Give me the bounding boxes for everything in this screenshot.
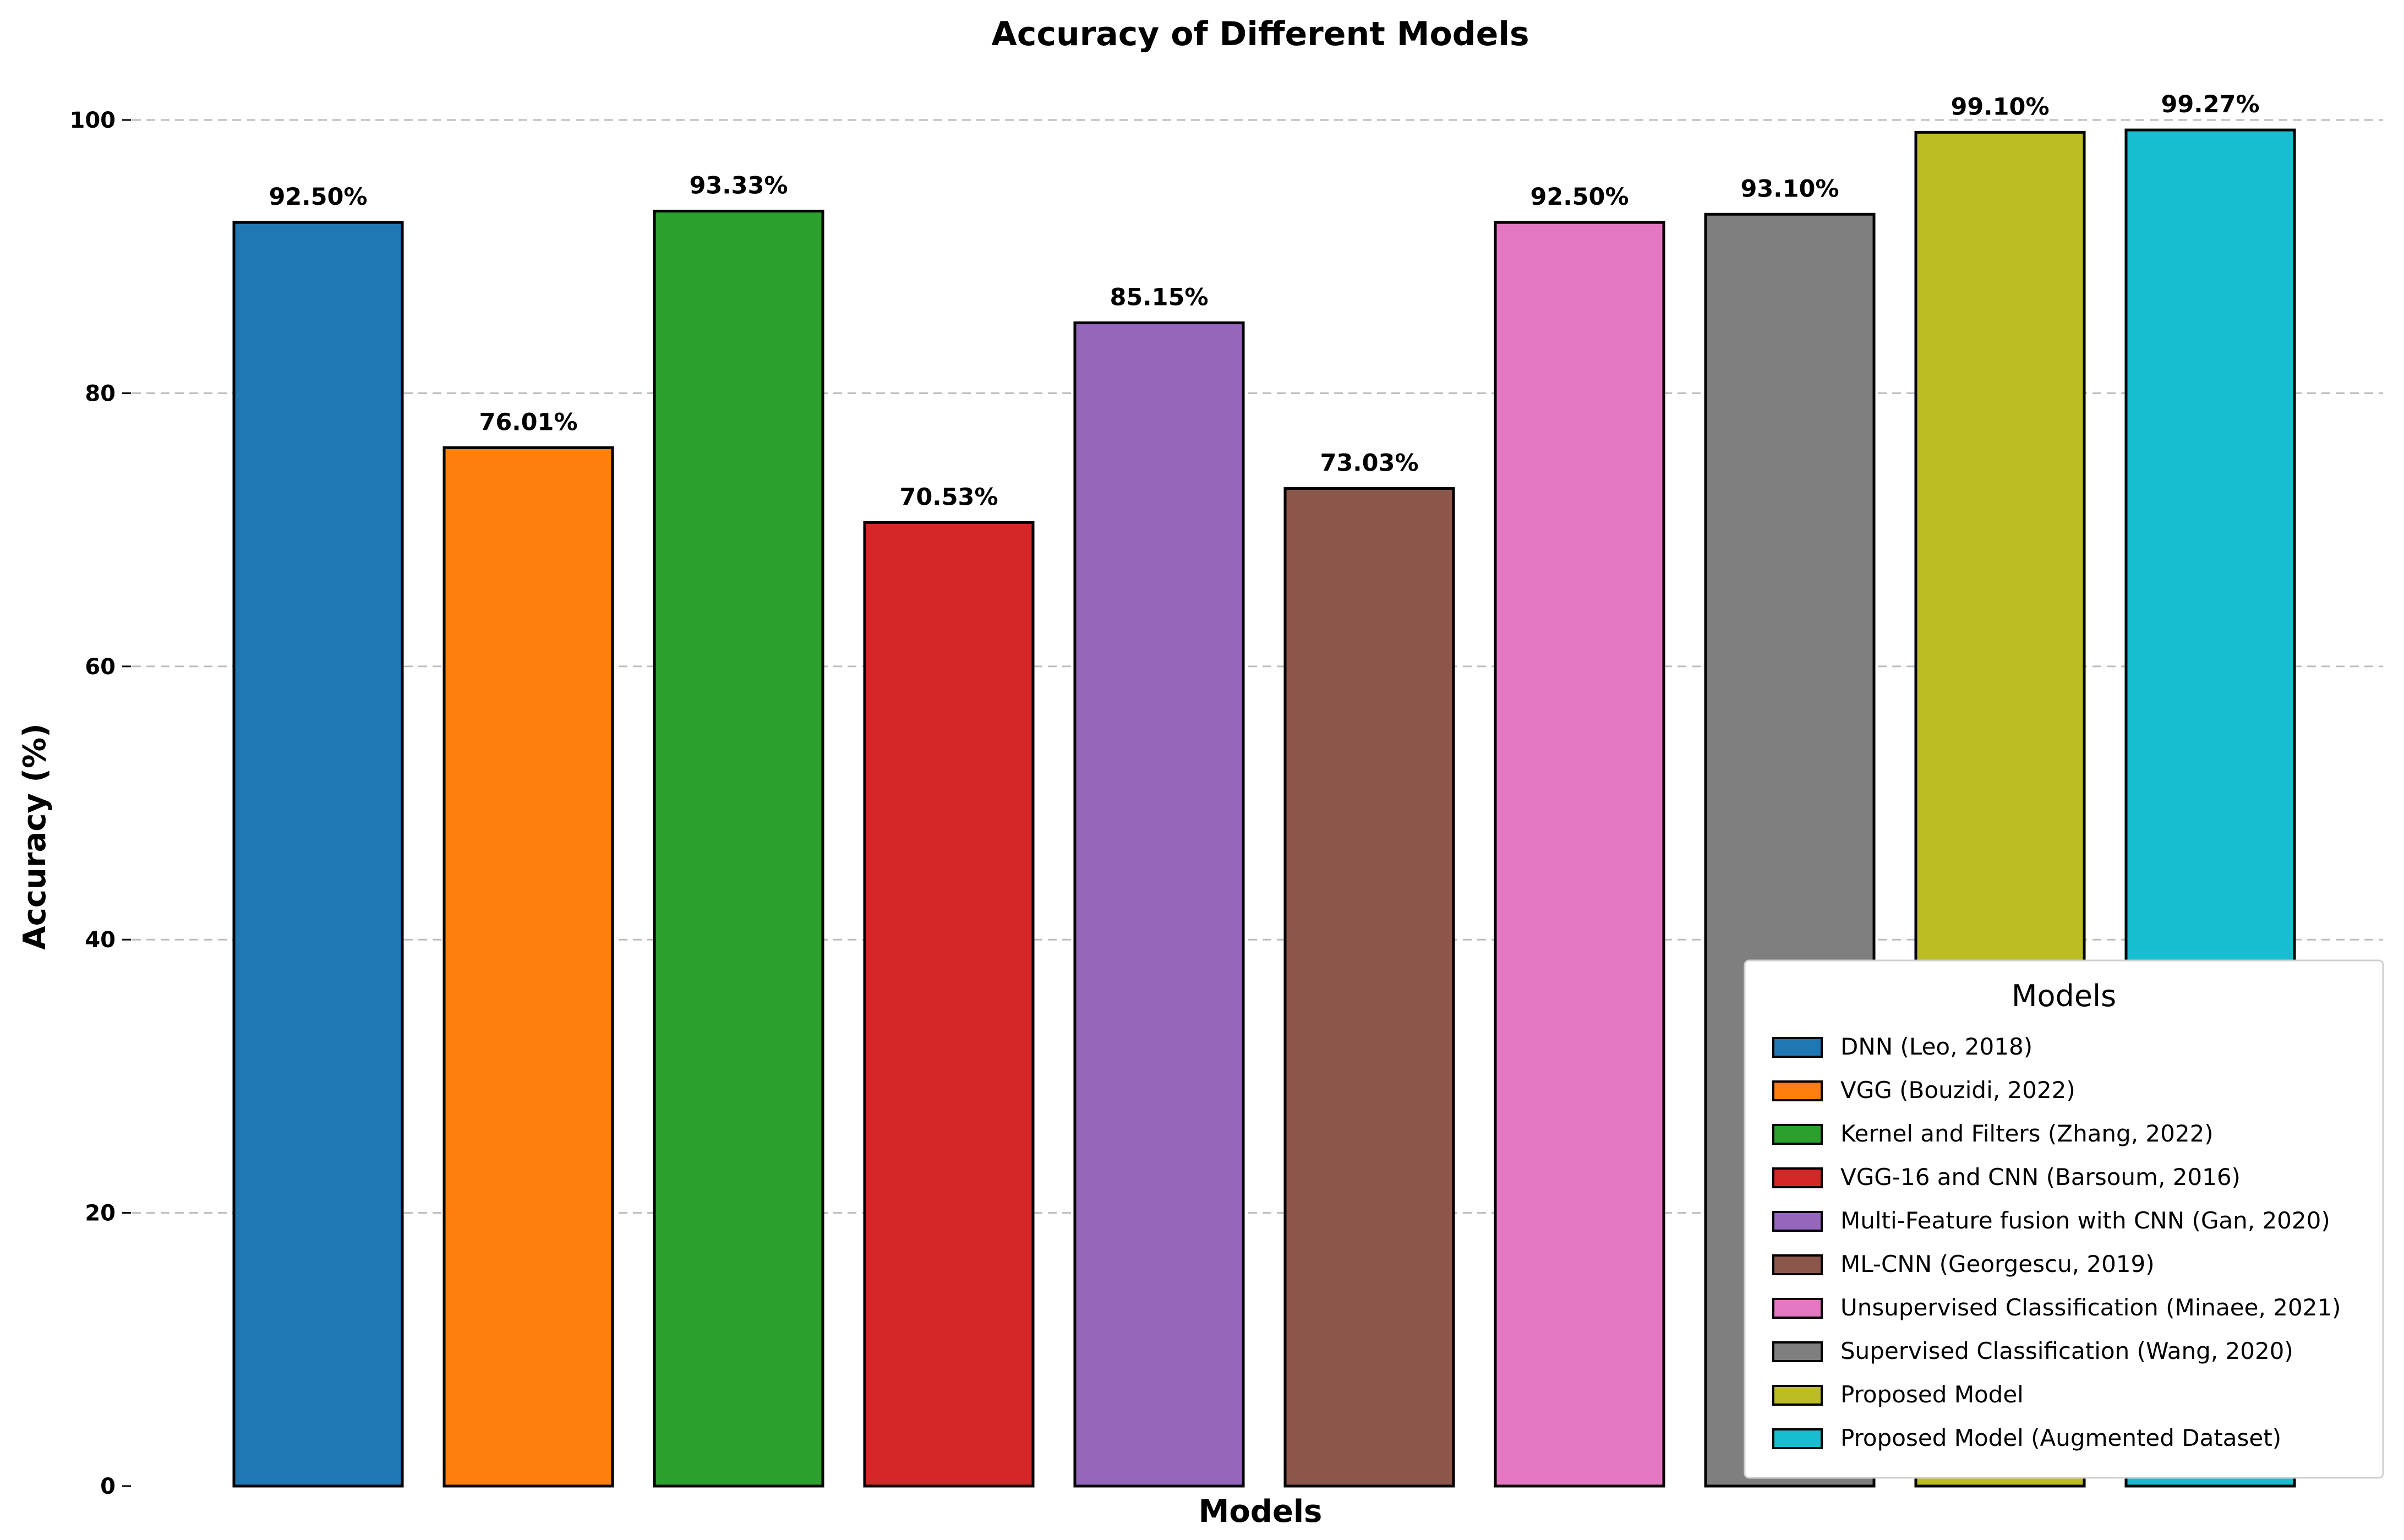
value-label-5: 85.15%: [1110, 284, 1208, 312]
value-label-10: 99.27%: [2161, 91, 2259, 118]
legend-swatch-4: [1772, 1167, 1823, 1188]
legend-label-2: VGG (Bouzidi, 2022): [1840, 1077, 2075, 1104]
legend-label-1: DNN (Leo, 2018): [1840, 1033, 2033, 1060]
legend-label-5: Multi-Feature fusion with CNN (Gan, 2020…: [1840, 1207, 2330, 1234]
legend-label-8: Supervised Classification (Wang, 2020): [1840, 1337, 2293, 1364]
value-label-8: 93.10%: [1740, 175, 1839, 203]
legend-label-6: ML-CNN (Georgescu, 2019): [1840, 1250, 2155, 1277]
legend-swatch-3: [1772, 1124, 1823, 1145]
y-axis-label: Accuracy (%): [17, 723, 53, 950]
bar-3: [653, 210, 824, 1488]
legend-label-4: VGG-16 and CNN (Barsoum, 2016): [1840, 1164, 2241, 1191]
y-tick-label: 80: [85, 381, 116, 406]
legend: Models DNN (Leo, 2018) VGG (Bouzidi, 2022…: [1744, 959, 2384, 1479]
bar-7: [1494, 221, 1665, 1488]
value-label-9: 99.10%: [1950, 93, 2049, 121]
value-label-1: 92.50%: [269, 183, 367, 211]
value-labels: 92.50% 76.01% 93.33% 70.53% 85.15% 73.03% 92.5…: [269, 91, 2259, 511]
legend-box: [1744, 959, 2384, 1479]
y-tick-label: 20: [85, 1201, 116, 1226]
legend-title: Models: [2012, 979, 2116, 1013]
legend-label-7: Unsupervised Classification (Minaee, 202…: [1840, 1294, 2341, 1321]
bar-5: [1073, 321, 1245, 1488]
legend-swatch-6: [1772, 1254, 1823, 1275]
legend-swatch-5: [1772, 1211, 1823, 1232]
value-label-2: 76.01%: [479, 408, 577, 436]
bar-6: [1283, 487, 1455, 1488]
legend-label-3: Kernel and Filters (Zhang, 2022): [1840, 1120, 2214, 1147]
legend-swatch-2: [1772, 1080, 1823, 1101]
y-tick-label: 100: [70, 108, 116, 133]
chart-title: Accuracy of Different Models: [991, 15, 1529, 53]
y-tick-label: 40: [85, 927, 116, 953]
value-label-7: 92.50%: [1530, 183, 1629, 211]
x-axis-label: Models: [1199, 1494, 1323, 1530]
bar-4: [863, 521, 1035, 1488]
y-tick-label: 0: [100, 1474, 116, 1499]
legend-swatch-7: [1772, 1298, 1823, 1319]
bar-1: [232, 221, 404, 1488]
legend-label-9: Proposed Model: [1840, 1381, 2024, 1408]
y-tick-label: 60: [85, 654, 116, 680]
value-label-6: 73.03%: [1320, 449, 1418, 477]
value-label-4: 70.53%: [899, 483, 998, 511]
legend-swatch-10: [1772, 1428, 1823, 1449]
legend-swatch-8: [1772, 1341, 1823, 1362]
legend-swatch-1: [1772, 1037, 1823, 1058]
value-label-3: 93.33%: [689, 172, 788, 200]
y-axis: 0 20 40 60 80 100: [70, 108, 131, 1499]
bar-2: [442, 446, 614, 1488]
legend-label-10: Proposed Model (Augmented Dataset): [1840, 1424, 2281, 1451]
legend-swatch-9: [1772, 1385, 1823, 1406]
